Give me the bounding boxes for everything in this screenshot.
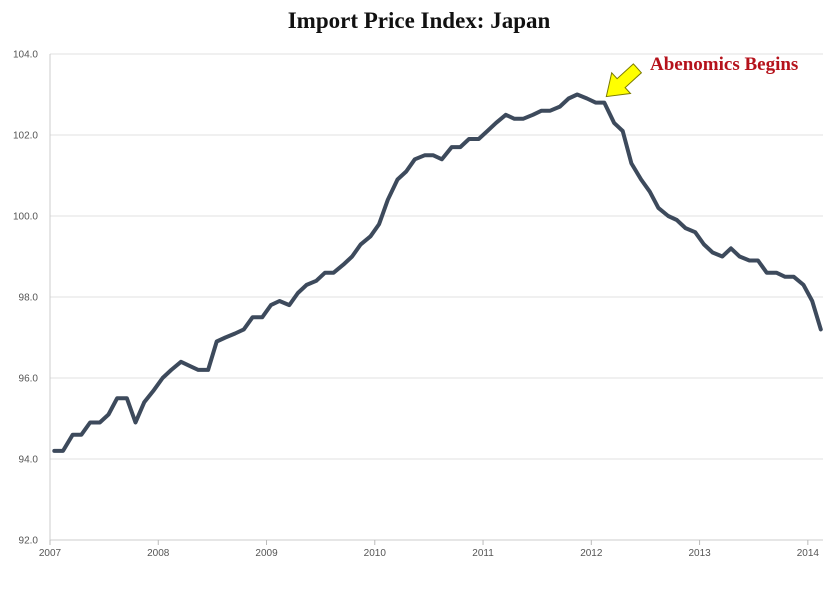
y-tick-labels: 92.0 94.0 96.0 98.0 100.0 102.0 104.0 — [13, 50, 38, 547]
y-tick-label: 102.0 — [13, 131, 38, 142]
x-tick-label: 2007 — [39, 548, 62, 559]
yellow-arrow-icon — [605, 63, 643, 98]
x-tick-label: 2012 — [580, 548, 603, 559]
x-tick-label: 2009 — [255, 548, 278, 559]
x-tick-label: 2014 — [797, 548, 820, 559]
x-tick-label: 2010 — [364, 548, 387, 559]
x-tick-label: 2013 — [688, 548, 711, 559]
y-tick-label: 96.0 — [19, 374, 39, 385]
x-tick-labels: 2007 2008 2009 2010 2011 2012 2013 2014 — [39, 540, 820, 559]
x-tick-label: 2008 — [147, 548, 170, 559]
y-tick-label: 104.0 — [13, 50, 38, 61]
axes — [49, 54, 823, 541]
x-tick-label: 2011 — [472, 548, 494, 559]
annotation: Abenomics Begins — [605, 54, 798, 98]
y-tick-label: 94.0 — [19, 455, 39, 466]
y-tick-label: 98.0 — [19, 293, 39, 304]
annotation-text: Abenomics Begins — [650, 54, 798, 75]
series-line — [52, 92, 823, 453]
series-layer — [52, 92, 823, 453]
grid-lines — [50, 53, 823, 460]
y-tick-label: 92.0 — [19, 536, 39, 547]
y-tick-label: 100.0 — [13, 212, 38, 223]
chart-title: Import Price Index: Japan — [287, 8, 551, 33]
